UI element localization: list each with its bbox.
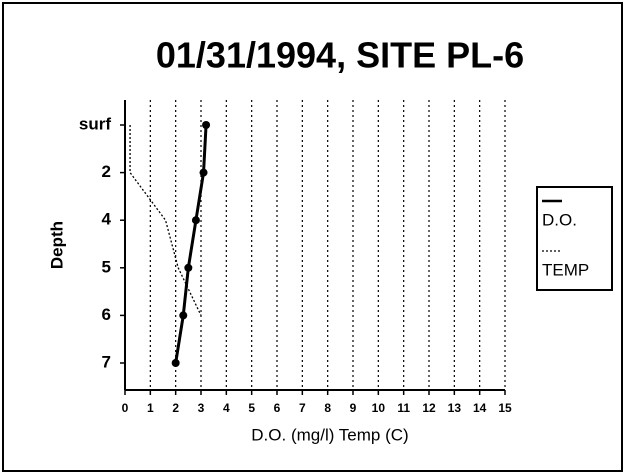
x-tick-label: 8 — [324, 401, 331, 415]
marker — [184, 263, 193, 272]
marker — [191, 216, 200, 225]
marker — [171, 359, 180, 367]
y-tick-label: 4 — [102, 210, 112, 229]
marker — [179, 311, 188, 320]
y-axis-label: Depth — [47, 221, 66, 269]
legend-label: TEMP — [542, 260, 589, 279]
y-tick-label: 5 — [102, 257, 111, 276]
y-tick-label: 7 — [102, 352, 111, 371]
y-tick-label: 2 — [102, 162, 111, 181]
x-tick-label: 12 — [422, 401, 436, 415]
x-axis-label: D.O. (mg/l) Temp (C) — [251, 425, 408, 444]
y-tick-label: surf — [79, 114, 111, 133]
legend-box — [536, 186, 613, 291]
x-tick-label: 11 — [397, 401, 410, 415]
x-tick-label: 9 — [350, 401, 357, 415]
series-line — [174, 124, 208, 364]
marker — [199, 168, 208, 177]
x-tick-label: 3 — [198, 401, 205, 415]
x-tick-label: 7 — [299, 401, 306, 415]
legend-label: D.O. — [542, 210, 577, 229]
x-tick-label: 4 — [223, 401, 230, 415]
x-tick-label: 5 — [248, 401, 255, 415]
x-tick-label: 15 — [498, 401, 512, 415]
x-tick-label: 10 — [372, 401, 386, 415]
chart-title: 01/31/1994, SITE PL-6 — [156, 35, 524, 76]
x-tick-label: 1 — [147, 401, 154, 415]
x-tick-label: 2 — [172, 401, 179, 415]
y-tick-label: 6 — [102, 305, 111, 324]
x-tick-label: 14 — [473, 401, 487, 415]
series-line — [129, 125, 202, 316]
x-tick-label: 0 — [122, 401, 129, 415]
marker — [202, 121, 211, 129]
x-tick-label: 6 — [274, 401, 281, 415]
x-tick-label: 13 — [448, 401, 462, 415]
